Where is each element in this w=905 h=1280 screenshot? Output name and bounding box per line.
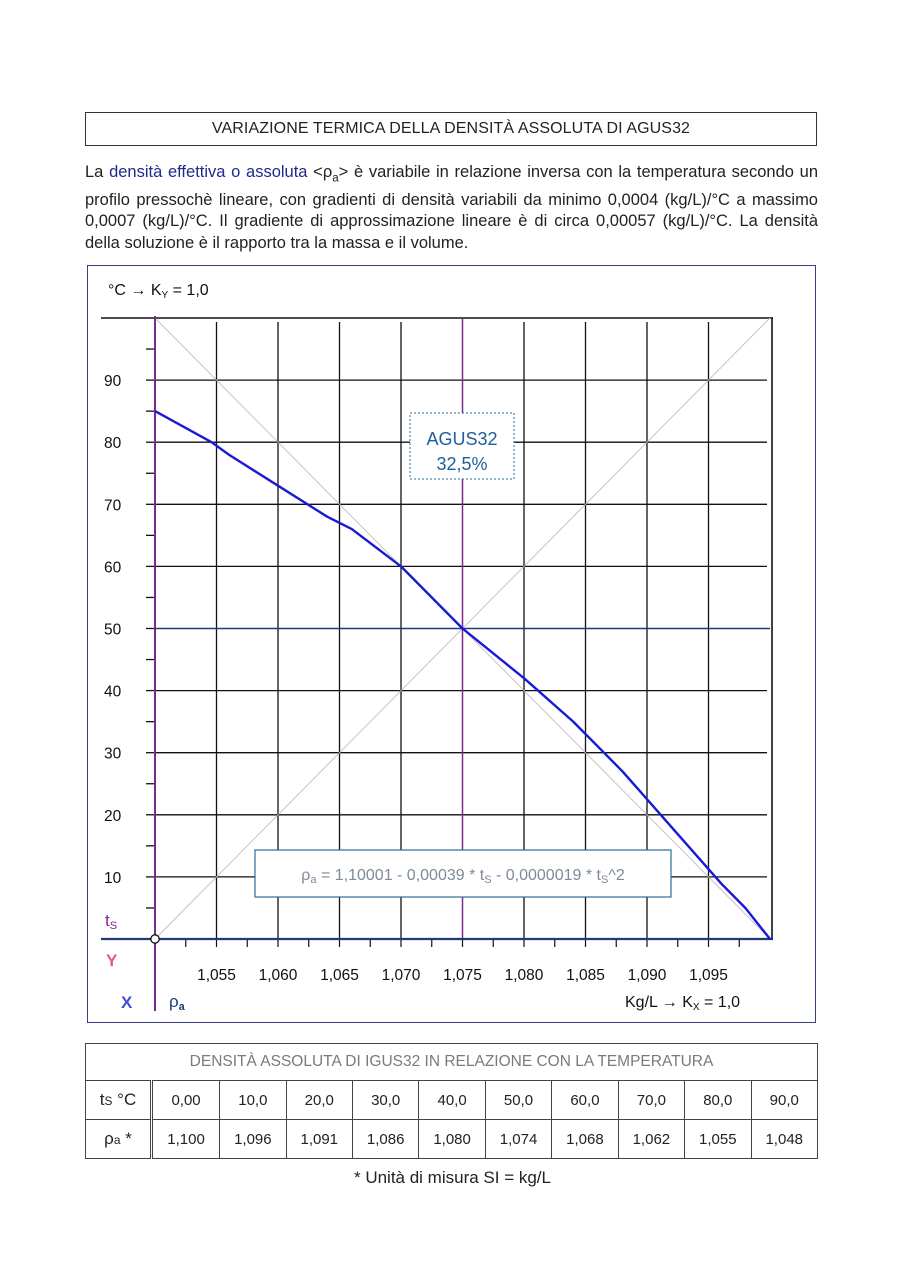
- x-tick-label: 1,095: [689, 967, 728, 984]
- table-cell-density: 1,086: [351, 1119, 420, 1159]
- annotation-concentration: 32,5%: [436, 454, 487, 474]
- y-tick-label: 90: [104, 373, 122, 390]
- table-cell-density: 1,074: [484, 1119, 553, 1159]
- footnote: * Unità di misura SI = kg/L: [353, 1168, 551, 1187]
- x-tick-label: 1,075: [443, 967, 482, 984]
- table-cell-temperature: 20,0: [285, 1080, 353, 1120]
- table-cell-density: 1,096: [219, 1119, 287, 1159]
- y-tick-labels: 90 80 70 60 50 40 30 20 10: [104, 373, 122, 887]
- density-term-link[interactable]: densità effettiva o assoluta: [109, 163, 308, 181]
- table-cell-temperature: 40,0: [418, 1080, 486, 1120]
- density-table: DENSITÀ ASSOLUTA DI IGUS32 IN RELAZIONE …: [85, 1043, 818, 1159]
- table-cell-density: 1,048: [750, 1119, 818, 1159]
- table-cell-temperature: 0,00: [150, 1080, 221, 1120]
- x-tick-label: 1,065: [320, 967, 359, 984]
- table-cell-temperature: 10,0: [219, 1080, 287, 1120]
- x-tick-label: 1,080: [505, 967, 544, 984]
- table-cell-temperature: 50,0: [484, 1080, 553, 1120]
- intro-text-1: La: [85, 163, 110, 181]
- rho-axis-letter: ρa: [169, 992, 186, 1013]
- intro-text-2: <ρ: [307, 163, 333, 181]
- annotation-product-name: AGUS32: [426, 429, 497, 449]
- page-title-text: VARIAZIONE TERMICA DELLA DENSITÀ ASSOLUT…: [211, 120, 691, 137]
- y-tick-label: 40: [104, 684, 122, 701]
- chart-series: [154, 410, 771, 940]
- origin-marker: [150, 934, 160, 944]
- x-tick-label: 1,085: [566, 967, 605, 984]
- page-title: VARIAZIONE TERMICA DELLA DENSITÀ ASSOLUT…: [85, 112, 817, 146]
- x-letter: X: [121, 993, 133, 1012]
- density-chart-frame: 90 80 70 60 50 40 30 20 10 1,055 1,060 1,065 1,070 1…: [87, 265, 816, 1023]
- y-letter: Y: [106, 951, 118, 970]
- x-tick-label: 1,060: [259, 967, 298, 984]
- y-tick-label: 60: [104, 559, 122, 576]
- table-caption: DENSITÀ ASSOLUTA DI IGUS32 IN RELAZIONE …: [85, 1043, 818, 1081]
- table-row-head-temperature: tS °C: [85, 1080, 153, 1120]
- table-row-density: ρa * 1,100 1,096 1,091 1,086 1,080 1,074 1,068…: [85, 1119, 818, 1159]
- intro-text-3: > è variabile in relazione inversa con l…: [85, 163, 819, 252]
- x-axis-label: Kg/L → KX = 1,0: [625, 994, 740, 1013]
- table-cell-temperature: 60,0: [551, 1080, 619, 1120]
- x-tick-label: 1,070: [382, 967, 421, 984]
- table-cell-temperature: 90,0: [750, 1080, 818, 1120]
- intro-paragraph: La densità effettiva o assoluta <ρa> è v…: [85, 162, 818, 254]
- table-cell-density: 1,091: [285, 1119, 353, 1159]
- y-axis-label: °C → KY = 1,0: [108, 282, 209, 301]
- table-row-head-density: ρa *: [85, 1119, 153, 1159]
- y-tick-label: 70: [104, 497, 122, 514]
- table-cell-density: 1,100: [150, 1119, 221, 1159]
- y-tick-label: 10: [104, 870, 122, 887]
- x-tick-label: 1,055: [197, 967, 236, 984]
- equation-box: ρa = 1,10001 - 0,00039 * tS - 0,0000019 …: [254, 849, 672, 898]
- table-cell-temperature: 30,0: [351, 1080, 420, 1120]
- intro-rho-sub: a: [332, 172, 339, 185]
- equation-text: ρa = 1,10001 - 0,00039 * tS - 0,0000019 …: [301, 867, 625, 886]
- x-tick-label: 1,090: [628, 967, 667, 984]
- y-tick-label: 50: [104, 622, 122, 639]
- table-cell-temperature: 70,0: [617, 1080, 686, 1120]
- x-tick-labels: 1,055 1,060 1,065 1,070 1,075 1,080 1,085 1,090…: [197, 967, 728, 984]
- y-tick-label: 80: [104, 435, 122, 452]
- table-cell-temperature: 80,0: [684, 1080, 752, 1120]
- density-curve: [154, 410, 771, 940]
- table-cell-density: 1,068: [551, 1119, 619, 1159]
- product-annotation-box: AGUS32 32,5%: [409, 412, 515, 480]
- table-cell-density: 1,055: [684, 1119, 752, 1159]
- ts-axis-letter: tS: [105, 911, 117, 932]
- table-row-temperature: tS °C 0,00 10,0 20,0 30,0 40,0 50,0 60,0 70,0 80…: [85, 1080, 818, 1120]
- table-cell-density: 1,080: [418, 1119, 486, 1159]
- table-cell-density: 1,062: [617, 1119, 686, 1159]
- y-tick-label: 20: [104, 808, 122, 825]
- y-tick-label: 30: [104, 746, 122, 763]
